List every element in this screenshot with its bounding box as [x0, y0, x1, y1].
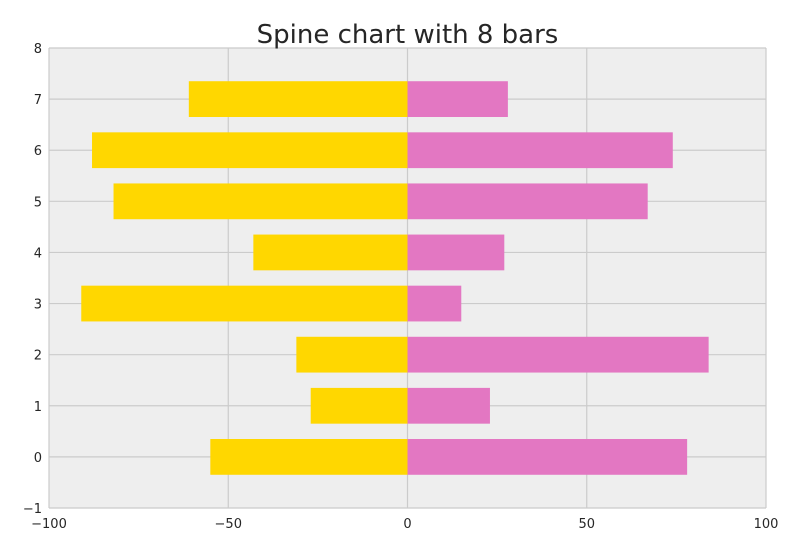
left-bar-6	[92, 132, 408, 169]
x-tick-label: −100	[31, 517, 67, 532]
y-tick-label: 7	[34, 93, 42, 108]
left-bar-4	[253, 234, 408, 271]
y-tick-label: −1	[23, 502, 42, 517]
left-bar-0	[210, 439, 408, 475]
y-tick-label: 2	[34, 349, 42, 364]
right-bar-7	[407, 81, 508, 117]
right-bar-6	[407, 132, 673, 169]
x-tick-label: −50	[215, 517, 242, 532]
y-tick-label: 1	[34, 400, 42, 415]
right-bar-2	[407, 336, 709, 373]
right-bar-4	[407, 234, 505, 271]
right-bar-1	[407, 387, 490, 424]
right-bar-5	[407, 183, 648, 220]
left-bar-5	[113, 183, 408, 220]
left-bar-7	[188, 81, 408, 117]
chart-title: Spine chart with 8 bars	[257, 20, 559, 50]
y-tick-label: 6	[34, 144, 42, 159]
x-tick-label: 100	[754, 517, 779, 532]
left-bar-2	[296, 336, 408, 373]
y-tick-label: 0	[34, 451, 42, 466]
bars	[81, 81, 709, 475]
y-tick-label: 5	[34, 195, 42, 210]
y-axis-ticks: −1 0 1 2 3 4 5 6 7 8	[23, 42, 42, 517]
x-tick-label: 0	[403, 517, 411, 532]
x-tick-label: 50	[578, 517, 595, 532]
left-bar-3	[81, 285, 408, 322]
y-tick-label: 3	[34, 298, 42, 313]
y-tick-label: 4	[34, 246, 42, 261]
right-bar-3	[407, 285, 462, 322]
x-axis-ticks: −100 −50 0 50 100	[31, 517, 778, 532]
y-tick-label: 8	[34, 42, 42, 57]
right-bar-0	[407, 439, 688, 475]
left-bar-1	[310, 387, 408, 424]
